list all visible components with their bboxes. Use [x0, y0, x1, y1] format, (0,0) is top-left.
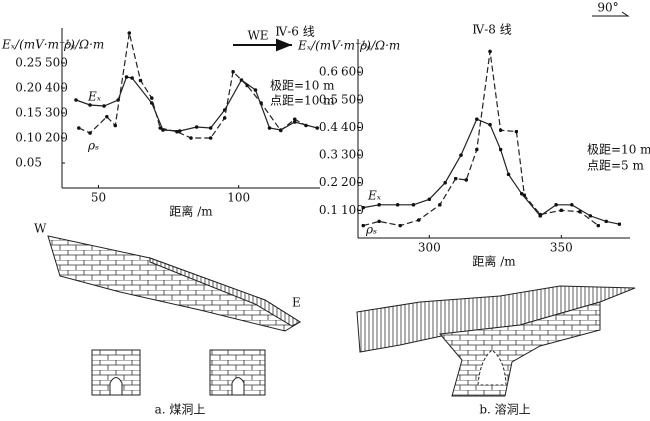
y2-axis-label: ρₛ/Ω·m	[359, 39, 400, 53]
series-label: Eₓ	[367, 189, 382, 203]
series-label: ρₛ	[365, 223, 377, 237]
y-tick-label: 0.20	[15, 81, 42, 95]
x-axis-label: 距离 /m	[169, 204, 213, 219]
y-tick-label: 0.1	[319, 203, 338, 217]
y2-tick-label: 500	[45, 56, 68, 70]
caption: a. 煤洞上	[155, 403, 206, 417]
rock-mass	[47, 235, 301, 332]
y-tick-label: 0.25	[15, 56, 42, 70]
y-tick-label: 0.5	[319, 92, 338, 106]
chart-title: Ⅳ-6 线	[275, 25, 315, 39]
y-axis-label: Eₓ/(mV·m⁻¹)	[1, 38, 75, 52]
series-label: ρₛ	[87, 139, 99, 153]
x-tick-label: 100	[227, 191, 250, 205]
y-tick-label: 0.05	[15, 156, 42, 170]
y-tick-label: 0.15	[15, 106, 42, 120]
y-tick-label: 0.4	[319, 120, 338, 134]
y2-tick-label: 600	[341, 65, 364, 79]
karst-cave	[477, 349, 507, 386]
y2-tick-label: 200	[45, 131, 68, 145]
west-label: W	[34, 222, 47, 236]
data-line	[361, 117, 622, 226]
y2-tick-label: 400	[45, 81, 68, 95]
chart-title: Ⅳ-8 线	[472, 23, 512, 37]
y-tick-label: 0.3	[319, 148, 338, 162]
x-axis-label: 距离 /m	[472, 254, 516, 269]
orientation-label: 90°	[597, 1, 618, 15]
y2-tick-label: 200	[341, 175, 364, 189]
x-tick-label: 300	[418, 241, 441, 255]
coal-cave	[231, 377, 245, 396]
y2-tick-label: 300	[341, 148, 364, 162]
orientation-mark	[592, 11, 630, 17]
y-axis-label: Eₓ/(mV·m⁻¹)	[297, 39, 371, 53]
direction-label: WE	[247, 29, 268, 43]
caption: b. 溶洞上	[479, 402, 530, 417]
y2-tick-label: 100	[341, 203, 364, 217]
y2-axis-label: ρₛ/Ω·m	[63, 38, 104, 52]
y2-tick-label: 300	[45, 106, 68, 120]
y2-tick-label: 500	[341, 92, 364, 106]
x-tick-label: 50	[91, 191, 106, 205]
x-tick-label: 350	[550, 241, 573, 255]
y-tick-label: 0.10	[15, 131, 42, 145]
data-line	[361, 49, 601, 228]
y-tick-label: 0.6	[319, 65, 338, 79]
series-label: Eₓ	[87, 90, 102, 104]
coal-cave	[109, 377, 123, 396]
y2-tick-label: 400	[341, 120, 364, 134]
annotation: 极距=10 m	[587, 143, 650, 157]
annotation: 极距=10 m	[270, 79, 335, 93]
y-tick-label: 0.2	[319, 175, 338, 189]
annotation: 点距=5 m	[587, 159, 645, 173]
east-label: E	[292, 296, 301, 310]
soil-layer	[149, 257, 302, 327]
data-line	[77, 31, 308, 140]
